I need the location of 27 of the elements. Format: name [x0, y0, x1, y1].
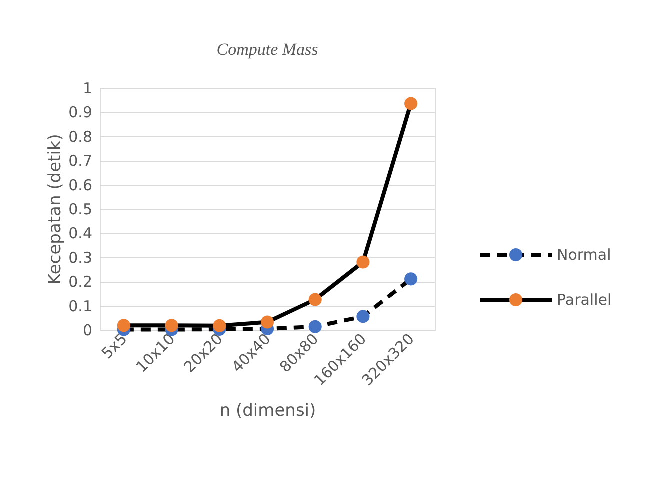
y-tick-label: 0.7 [68, 152, 92, 170]
point [308, 320, 322, 334]
chart-title: Compute Mass [216, 40, 319, 59]
x-axis-title: n (dimensi) [220, 400, 316, 421]
point [260, 316, 274, 329]
y-tick-label: 0.1 [68, 297, 92, 316]
point [165, 319, 178, 332]
point [356, 256, 370, 269]
legend-label: Parallel [557, 290, 612, 309]
point [404, 272, 418, 286]
x-tick-label: 5x5 [98, 330, 131, 363]
point [213, 319, 226, 332]
y-tick-label: 0 [82, 322, 92, 340]
y-tick-label: 0.2 [68, 273, 92, 292]
point [404, 97, 418, 110]
y-tick-label: 0.8 [68, 128, 92, 146]
legend-label: Normal [557, 246, 612, 264]
y-axis-title: Kecepatan (detik) [46, 134, 66, 285]
y-tick-label: 0.6 [68, 176, 92, 194]
point [308, 293, 322, 306]
point [356, 310, 370, 324]
point [117, 319, 130, 332]
y-tick-label: 0.5 [68, 200, 92, 218]
y-tick-label: 0.9 [68, 104, 92, 122]
y-tick-label: 0.3 [68, 248, 92, 267]
y-tick-label: 1 [82, 80, 92, 98]
y-tick-label: 0.4 [68, 224, 92, 243]
